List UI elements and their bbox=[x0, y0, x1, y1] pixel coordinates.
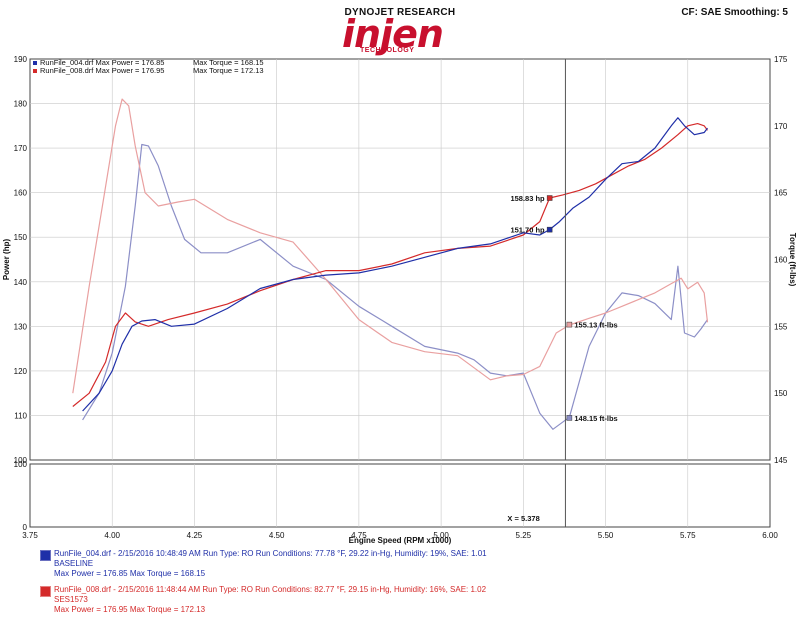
x-tick-label: 5.75 bbox=[680, 531, 696, 540]
series-run1-power bbox=[82, 117, 708, 412]
run-2-details: RunFile_008.drf - 2/15/2016 11:48:44 AM … bbox=[54, 585, 487, 594]
legend-entry-torque: Max Torque = 172.13 bbox=[193, 66, 264, 75]
x-tick-label: 4.00 bbox=[104, 531, 120, 540]
y-tick-label: 160 bbox=[14, 189, 28, 198]
dyno-chart: 3.75 4.00 4.25 4.50 4.75 5.00 5.25 5.50 5.75 6.00… bbox=[2, 55, 797, 545]
legend-swatch-icon bbox=[33, 61, 37, 65]
y2-tick-label: 170 bbox=[774, 122, 788, 131]
run-2-label: SES1573 bbox=[54, 595, 88, 604]
run-2-max-values: Max Power = 176.95 Max Torque = 172.13 bbox=[54, 605, 206, 614]
logo-subtitle: TECHNOLOGY bbox=[360, 47, 415, 54]
marker-point-4 bbox=[566, 415, 573, 421]
marker-label-1: 158.83 hp bbox=[510, 194, 545, 203]
run-2-swatch-icon[interactable] bbox=[40, 586, 51, 597]
marker-label-2: 151.70 hp bbox=[510, 226, 545, 235]
y-tick-label: 140 bbox=[14, 278, 28, 287]
logo-wordmark: injen bbox=[342, 12, 444, 56]
x-tick-label: 3.75 bbox=[22, 531, 38, 540]
header: DYNOJET RESEARCH injen TECHNOLOGY CF: SA… bbox=[0, 0, 800, 60]
series-run1-torque bbox=[82, 143, 708, 430]
correction-factor-readout: CF: SAE Smoothing: 5 bbox=[681, 7, 788, 18]
run-1-max-values: Max Power = 176.85 Max Torque = 168.15 bbox=[54, 569, 206, 578]
legend-entry-torque: Max Torque = 168.15 bbox=[193, 58, 264, 67]
x-tick-label: 5.50 bbox=[598, 531, 614, 540]
lower-y-tick-label: 100 bbox=[14, 460, 28, 469]
run-entry-2: RunFile_008.drf - 2/15/2016 11:48:44 AM … bbox=[38, 584, 778, 616]
y2-tick-label: 165 bbox=[774, 189, 788, 198]
y-tick-label: 180 bbox=[14, 100, 28, 109]
marker-label-3: 155.13 ft-lbs bbox=[574, 321, 617, 330]
y-tick-label: 150 bbox=[14, 233, 28, 242]
marker-point-3 bbox=[566, 321, 573, 328]
legend-swatch-icon bbox=[33, 69, 37, 73]
main-plot-frame bbox=[29, 58, 771, 461]
run-1-details: RunFile_004.drf - 2/15/2016 10:48:49 AM … bbox=[54, 549, 487, 558]
marker-point-1 bbox=[546, 195, 553, 201]
lower-y-tick-label: 0 bbox=[23, 523, 28, 532]
x-tick-label: 5.00 bbox=[433, 531, 449, 540]
y-tick-label: 130 bbox=[14, 322, 28, 331]
y-axis-label: Power (hp) bbox=[2, 239, 11, 281]
marker-point-2 bbox=[546, 226, 553, 233]
y2-tick-label: 155 bbox=[774, 322, 788, 331]
run-info-panel: RunFile_004.drf - 2/15/2016 10:48:49 AM … bbox=[38, 548, 778, 620]
y-tick-label: 170 bbox=[14, 144, 28, 153]
x-tick-label: 4.75 bbox=[351, 531, 367, 540]
brand-title: DYNOJET RESEARCH bbox=[344, 7, 456, 18]
x-tick-label: 4.50 bbox=[269, 531, 285, 540]
y-tick-label: 110 bbox=[14, 411, 27, 420]
injen-logo: injen TECHNOLOGY bbox=[320, 14, 500, 58]
marker-label-4: 148.15 ft-lbs bbox=[574, 414, 617, 423]
run-entry-1: RunFile_004.drf - 2/15/2016 10:48:49 AM … bbox=[38, 548, 778, 580]
y2-tick-label: 145 bbox=[774, 456, 788, 465]
legend-entry-power: RunFile_008.drf Max Power = 176.95 bbox=[40, 66, 164, 75]
x-tick-label: 4.25 bbox=[187, 531, 203, 540]
legend-entry-power: RunFile_004.drf Max Power = 176.85 bbox=[40, 58, 164, 67]
cursor-readout: X = 5.378 bbox=[507, 514, 539, 523]
y2-tick-label: 150 bbox=[774, 389, 788, 398]
x-tick-label: 5.25 bbox=[516, 531, 532, 540]
y2-axis-label: Torque (ft-lbs) bbox=[788, 233, 797, 287]
y-tick-label: 190 bbox=[14, 55, 28, 64]
x-tick-label: 6.00 bbox=[762, 531, 778, 540]
y2-tick-label: 160 bbox=[774, 256, 788, 265]
run-1-label: BASELINE bbox=[54, 559, 94, 568]
y-tick-label: 100 bbox=[14, 456, 28, 465]
y2-tick-label: 175 bbox=[774, 55, 788, 64]
run-1-swatch-icon[interactable] bbox=[40, 550, 51, 561]
lower-plot-frame bbox=[29, 463, 771, 528]
x-axis-label: Engine Speed (RPM x1000) bbox=[349, 536, 452, 545]
y-tick-label: 120 bbox=[14, 367, 28, 376]
series-run2-torque bbox=[72, 98, 709, 394]
